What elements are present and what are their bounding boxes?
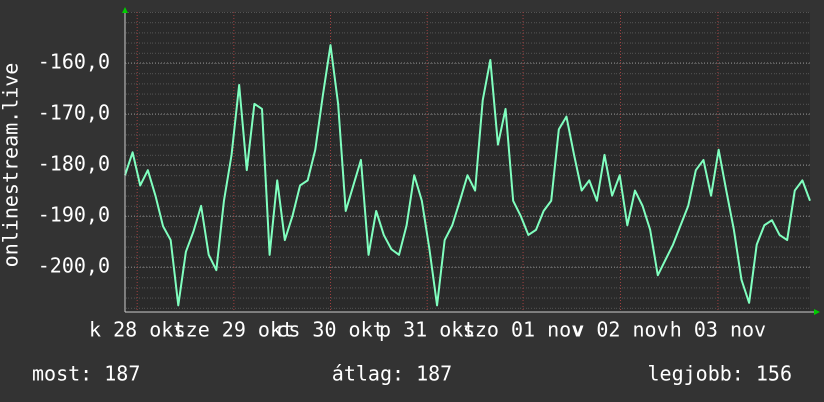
x-tick-label: p 31 okt (379, 318, 475, 342)
grid (125, 12, 810, 312)
minor-grid (125, 12, 810, 312)
y-tick-label: -180,0 (38, 152, 110, 176)
y-tick-label: -170,0 (38, 101, 110, 125)
x-tick-label: cs 30 okt (276, 318, 384, 342)
x-tick-label: k 28 okt (89, 318, 185, 342)
y-axis-label: onlinestream.live (0, 63, 23, 268)
y-tick-label: -200,0 (38, 254, 110, 278)
x-tick-label: szo 01 nov (463, 318, 583, 342)
y-tick-label: -160,0 (38, 50, 110, 74)
stat-text: átlag: 187 (332, 362, 452, 386)
x-tick-label: v 02 nov (572, 318, 668, 342)
axis-arrow (814, 309, 820, 315)
plot (124, 44, 811, 307)
data-line (124, 44, 811, 307)
x-tick-label: sze 29 okt (174, 318, 294, 342)
stat-text: most: 187 (32, 362, 140, 386)
axis-arrow (122, 7, 128, 13)
stat-text: legjobb: 156 (648, 362, 793, 386)
x-tick-label: h 03 nov (670, 318, 766, 342)
y-tick-label: -190,0 (38, 203, 110, 227)
